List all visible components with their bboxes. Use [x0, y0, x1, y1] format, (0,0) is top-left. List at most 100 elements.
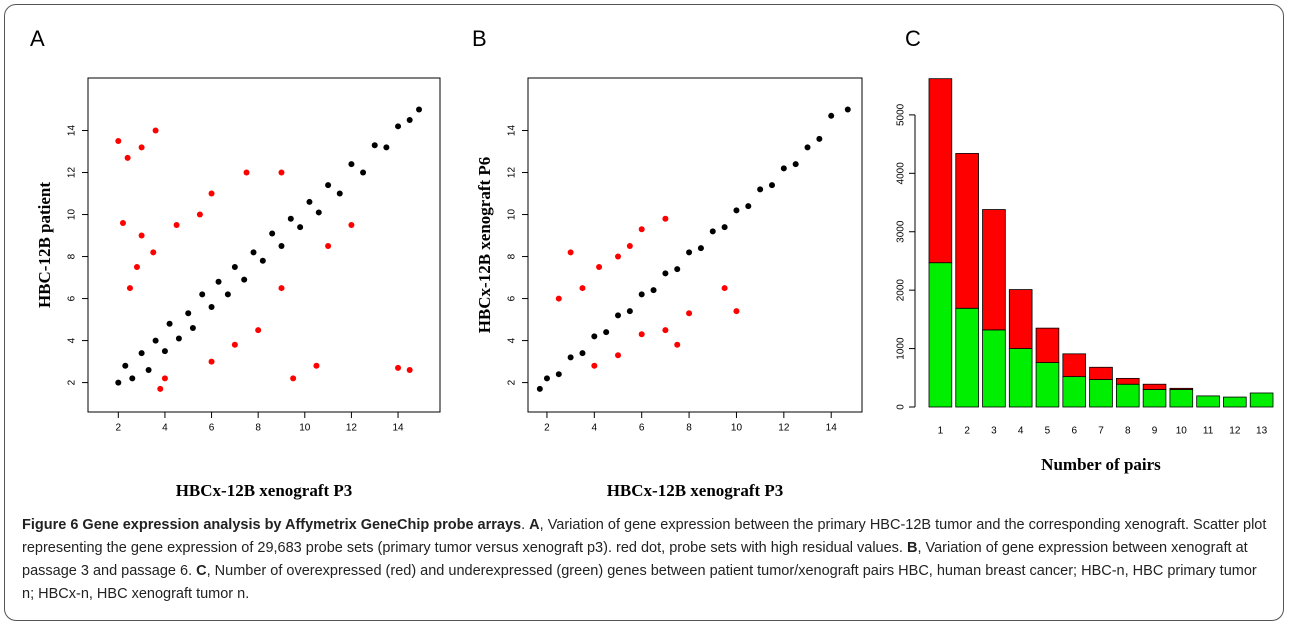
bar-segment — [1008, 348, 1033, 408]
point — [287, 215, 294, 222]
x-tick-label: 4 — [162, 423, 168, 434]
point — [816, 135, 823, 142]
caption-text: B — [906, 540, 918, 556]
point — [243, 169, 250, 176]
x-tick-label: 12 — [346, 423, 358, 434]
y-tick-label: 12 — [507, 167, 518, 179]
y-tick-label: 6 — [507, 295, 518, 301]
point — [596, 264, 603, 271]
point — [757, 186, 764, 193]
bar-segment — [1115, 377, 1140, 385]
point — [686, 310, 693, 317]
frame — [4, 4, 1284, 621]
y-axis-label: HBCx-12B xenograft P6 — [475, 157, 494, 334]
point — [199, 291, 206, 298]
point — [626, 308, 633, 315]
point — [325, 182, 332, 189]
y-tick-label: 14 — [67, 125, 78, 137]
point — [152, 127, 159, 134]
point — [157, 385, 164, 392]
y-tick-label: 10 — [67, 209, 78, 221]
bar-segment — [1062, 353, 1087, 378]
y-tick-label: 4000 — [896, 162, 907, 185]
point — [615, 352, 622, 359]
point — [348, 161, 355, 168]
bar-segment — [1089, 366, 1113, 380]
x-tick-label: 10 — [299, 423, 311, 434]
bar-segment — [1035, 362, 1060, 408]
point — [721, 285, 728, 292]
point — [231, 264, 238, 271]
bar-segment — [1008, 289, 1033, 349]
point — [122, 362, 129, 369]
point — [603, 329, 610, 336]
point — [259, 257, 266, 264]
point — [383, 144, 390, 151]
point — [115, 138, 122, 145]
x-tick-label: 12 — [1229, 426, 1241, 437]
point — [662, 327, 669, 334]
point — [579, 350, 586, 357]
y-tick-label: 2 — [507, 379, 518, 385]
point — [792, 161, 799, 168]
point — [416, 106, 423, 113]
point — [224, 291, 231, 298]
x-tick-label: 14 — [392, 423, 404, 434]
x-tick-label: 3 — [991, 426, 997, 437]
point — [733, 207, 740, 214]
x-tick-label: 11 — [1203, 426, 1214, 437]
x-tick-label: 2 — [116, 423, 122, 434]
point — [250, 249, 257, 256]
point — [208, 303, 215, 310]
point — [674, 266, 681, 273]
point — [173, 222, 180, 229]
point — [313, 362, 320, 369]
y-tick-label: 6 — [67, 295, 78, 301]
y-tick-label: 8 — [67, 253, 78, 259]
point — [745, 203, 752, 210]
point — [395, 123, 402, 130]
bar-segment — [982, 209, 1006, 331]
point — [150, 249, 157, 256]
point — [709, 228, 716, 235]
bar-segment — [1115, 383, 1140, 408]
x-tick-label: 2 — [544, 423, 550, 434]
point — [395, 364, 402, 371]
x-tick-label: 4 — [1018, 426, 1024, 437]
point — [208, 358, 215, 365]
point — [166, 320, 173, 327]
point — [119, 219, 126, 226]
caption-text: A — [529, 517, 540, 533]
point — [591, 362, 598, 369]
x-tick-label: 8 — [1125, 426, 1131, 437]
point — [615, 253, 622, 260]
point — [543, 375, 550, 382]
point — [161, 348, 168, 355]
point — [189, 324, 196, 331]
point — [196, 211, 203, 218]
y-tick-label: 0 — [896, 404, 907, 410]
point — [315, 209, 322, 216]
caption-text: , Variation of gene expression between x… — [22, 540, 1248, 579]
point — [325, 243, 332, 250]
bar-segment — [928, 262, 953, 408]
plot-box — [527, 77, 863, 413]
x-axis-label: HBCx-12B xenograft P3 — [176, 481, 353, 500]
bar-segment — [1142, 383, 1167, 390]
point — [615, 312, 622, 319]
y-tick-label: 2000 — [896, 279, 907, 302]
point — [555, 295, 562, 302]
x-tick-label: 8 — [686, 423, 692, 434]
y-axis-label: HBC-12B patient — [35, 182, 54, 308]
point — [278, 169, 285, 176]
caption: Figure 6 Gene expression analysis by Aff… — [22, 514, 1267, 606]
x-tick-label: 14 — [826, 423, 838, 434]
x-tick-label: 8 — [255, 423, 261, 434]
point — [133, 264, 140, 271]
point — [152, 337, 159, 344]
x-axis-label: HBCx-12B xenograft P3 — [607, 481, 784, 500]
bar-segment — [1169, 387, 1194, 390]
point — [278, 285, 285, 292]
bar-segment — [1035, 327, 1060, 364]
